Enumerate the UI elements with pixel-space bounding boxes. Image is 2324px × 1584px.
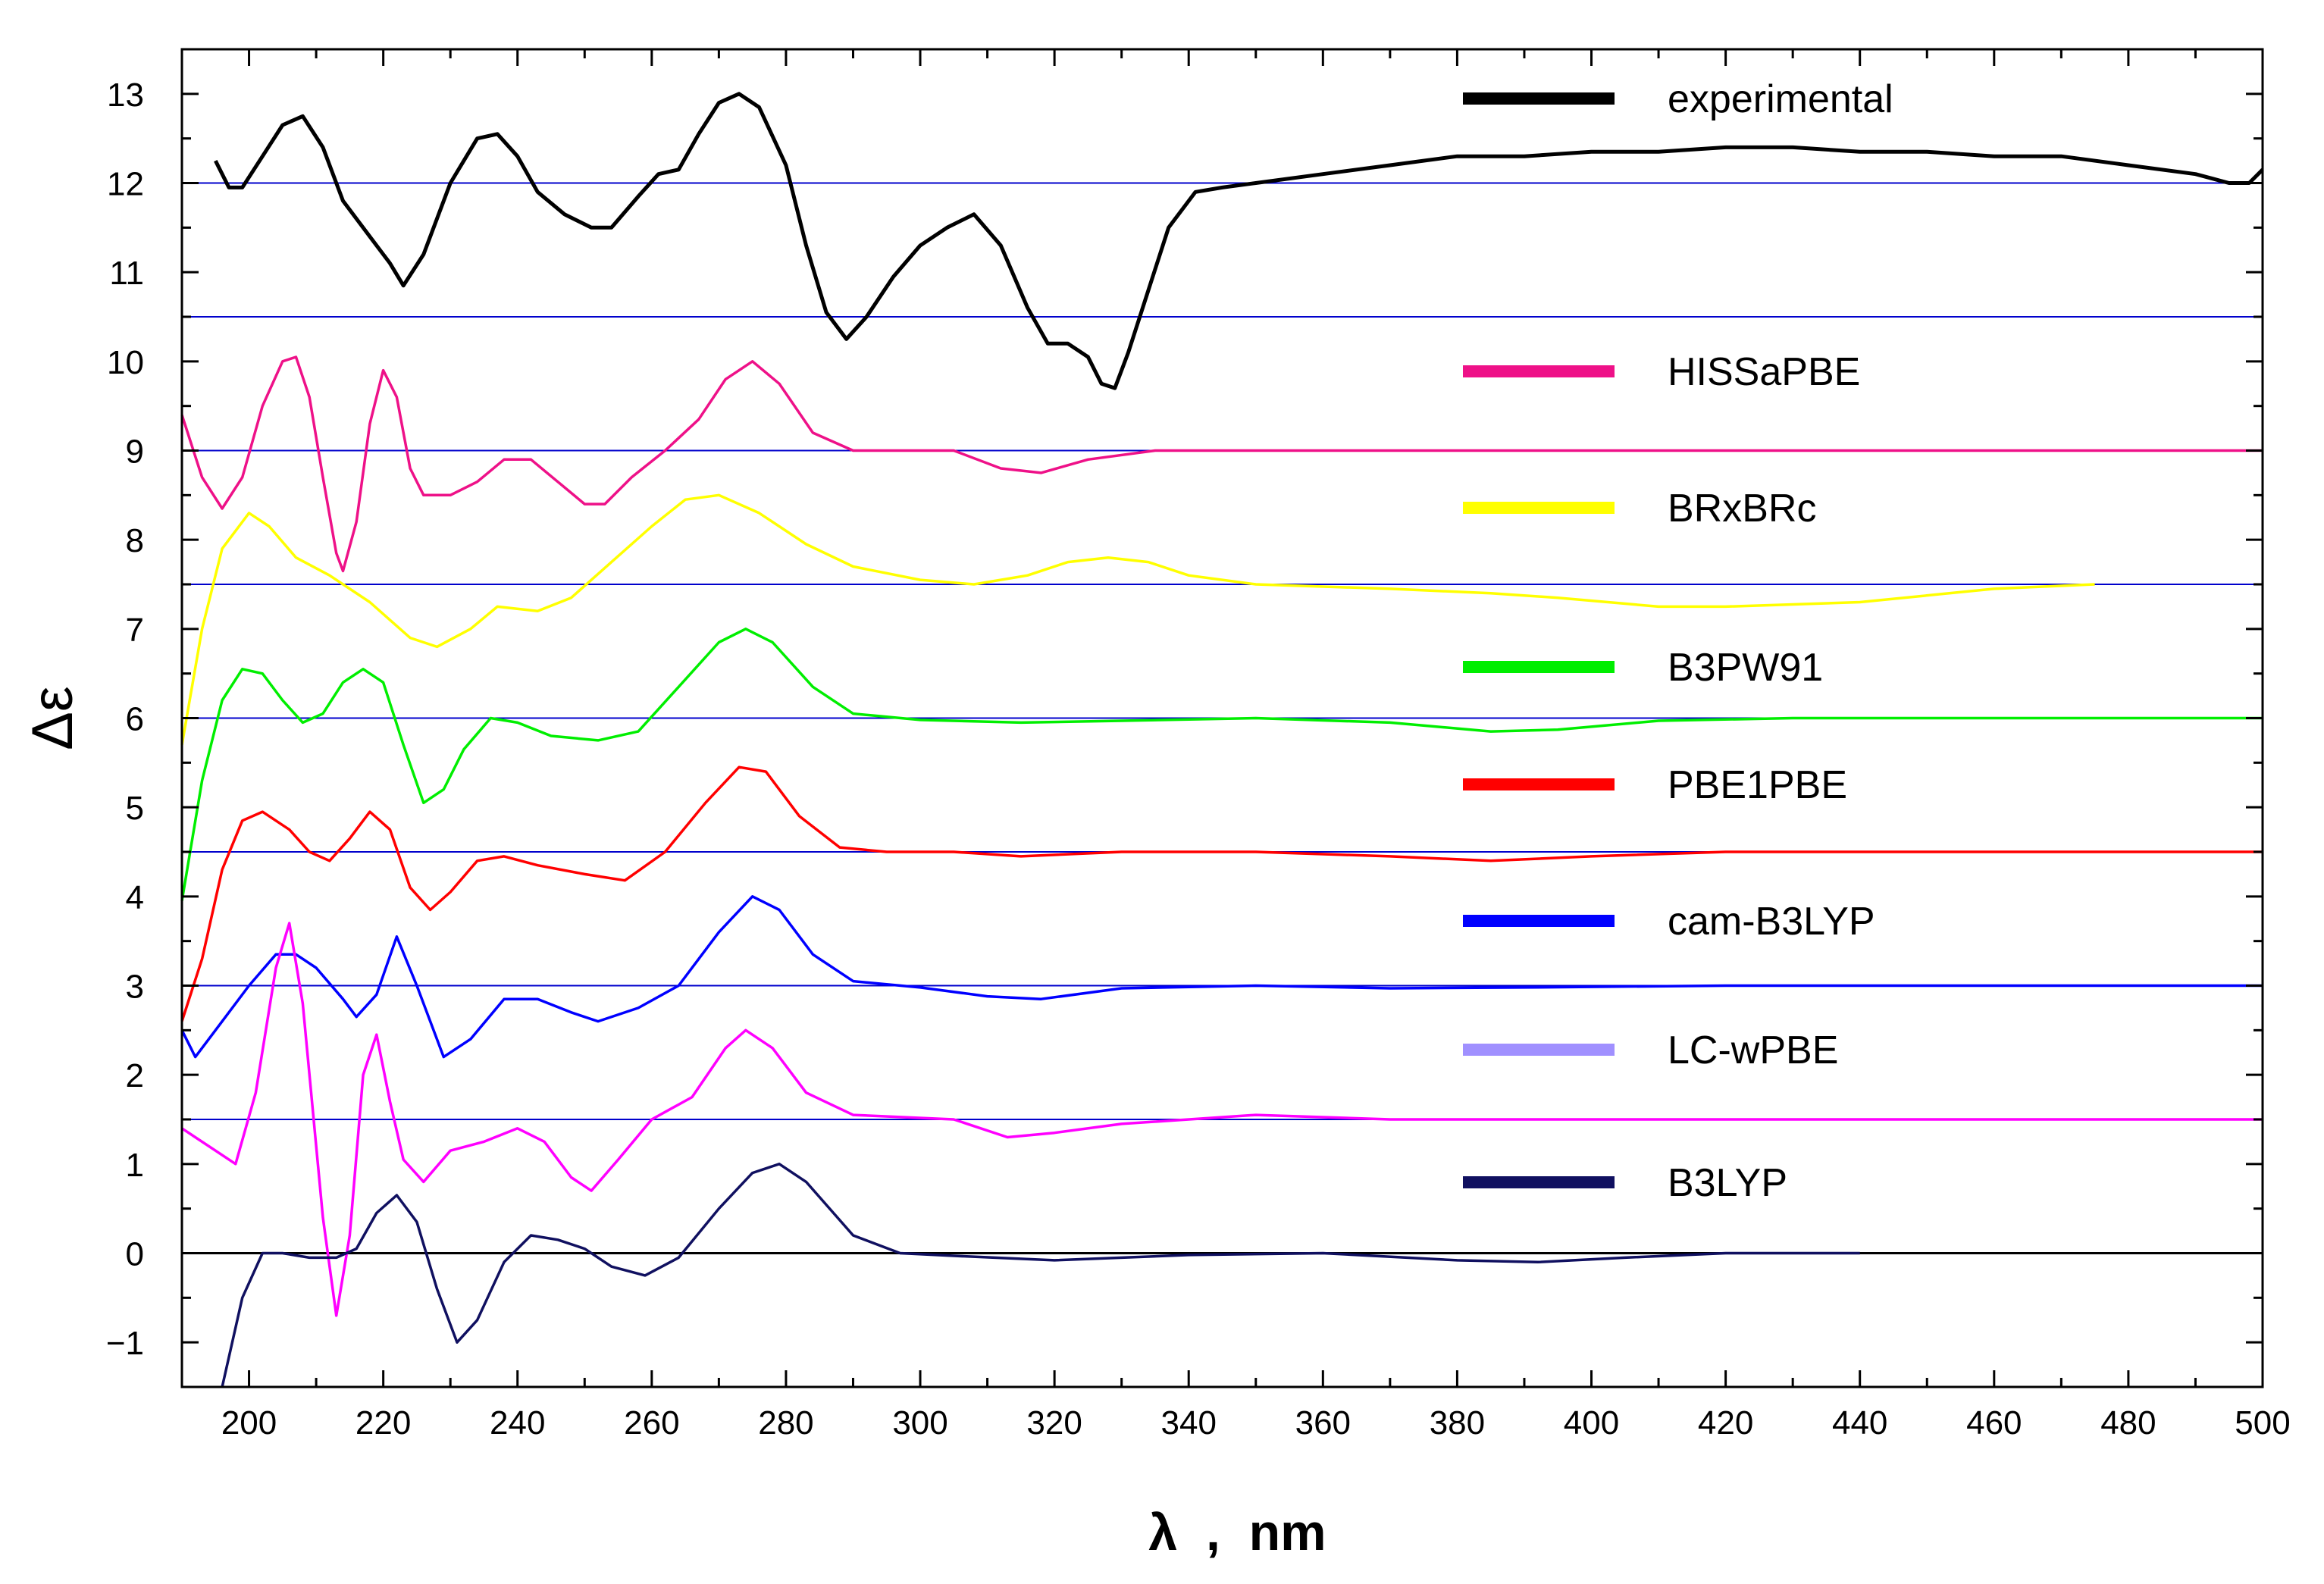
y-tick-label: 0: [126, 1236, 144, 1273]
y-tick-label: 2: [126, 1057, 144, 1094]
x-tick-label: 300: [892, 1404, 947, 1442]
series-line-hissapbe: [180, 355, 2263, 573]
y-tick-label: 7: [126, 612, 144, 649]
y-tick-label: 9: [126, 434, 144, 471]
series-line-cam-b3lyp: [180, 895, 2263, 1059]
series-line-lc-wpbe: [181, 922, 2263, 1317]
x-tick-label: 260: [624, 1404, 679, 1442]
x-tick-label: 380: [1430, 1404, 1485, 1442]
legend-label: experimental: [1668, 77, 1893, 121]
legend-label: B3PW91: [1668, 646, 1823, 690]
x-tick-label: 220: [355, 1404, 411, 1442]
series-line-experimental: [214, 92, 2264, 390]
y-tick-label: 3: [126, 969, 144, 1006]
x-tick-label: 280: [758, 1404, 813, 1442]
x-tick-label: 320: [1026, 1404, 1082, 1442]
x-tick-label: 400: [1564, 1404, 1619, 1442]
x-axis-title: λ , nm: [1148, 1504, 1326, 1561]
x-tick-label: 420: [1698, 1404, 1753, 1442]
y-tick-label: 6: [126, 701, 144, 738]
legend-label: cam-B3LYP: [1668, 900, 1875, 944]
y-tick-label: 1: [126, 1147, 144, 1184]
y-tick-label: 5: [126, 790, 144, 827]
y-tick-label: 13: [107, 77, 144, 114]
x-tick-label: 440: [1832, 1404, 1887, 1442]
x-tick-label: 460: [1966, 1404, 2022, 1442]
x-axis-ticks: 200 220 240 260 280 300 320 340 360 380 400 420 440 4…: [180, 49, 2291, 1442]
y-tick-label: 10: [107, 344, 144, 381]
legend: experimental HISSaPBE BRxBRc B3PW91 PBE1PBE c…: [1463, 77, 1893, 1205]
series-line-b3lyp: [221, 1163, 1860, 1388]
legend-label: LC-wPBE: [1668, 1028, 1838, 1072]
y-tick-label: 4: [126, 879, 144, 916]
legend-label: BRxBRc: [1668, 487, 1816, 531]
x-tick-label: 500: [2235, 1404, 2290, 1442]
legend-label: B3LYP: [1668, 1161, 1787, 1205]
y-tick-label: −1: [106, 1325, 144, 1362]
series-group: [180, 92, 2264, 1388]
legend-label: PBE1PBE: [1668, 763, 1847, 807]
x-tick-label: 200: [221, 1404, 277, 1442]
series-line-pbe1pbe: [180, 765, 2263, 1022]
x-tick-label: 360: [1295, 1404, 1351, 1442]
x-tick-label: 240: [490, 1404, 545, 1442]
series-line-b3pw91: [180, 628, 2263, 901]
x-tick-label: 340: [1161, 1404, 1217, 1442]
x-tick-label: 480: [2100, 1404, 2156, 1442]
y-tick-label: 8: [126, 522, 144, 559]
y-tick-label: 11: [109, 255, 144, 292]
y-tick-label: 12: [107, 166, 144, 203]
legend-label: HISSaPBE: [1668, 350, 1860, 394]
series-line-brxbrc: [180, 493, 2095, 746]
y-axis-title: Δε: [20, 686, 85, 750]
